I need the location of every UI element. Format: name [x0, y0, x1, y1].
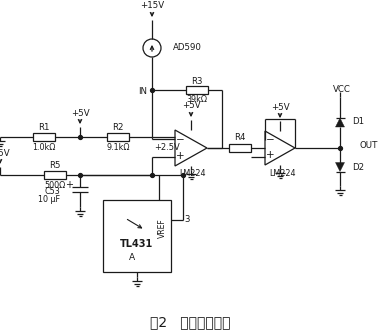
Text: R5: R5 — [49, 161, 61, 169]
Text: +: + — [176, 151, 184, 161]
Text: D2: D2 — [352, 163, 364, 171]
Bar — [103, 200, 171, 272]
Text: R3: R3 — [191, 76, 203, 86]
Text: AD590: AD590 — [173, 43, 202, 52]
Text: R1: R1 — [38, 123, 50, 132]
Text: IN: IN — [138, 87, 147, 96]
Text: +2.5V: +2.5V — [154, 143, 180, 152]
Text: +5V: +5V — [271, 103, 289, 112]
Text: TL431: TL431 — [120, 239, 154, 249]
Text: 图2   温度测量电路: 图2 温度测量电路 — [150, 315, 230, 329]
Text: +5V: +5V — [71, 109, 89, 118]
Text: LM224: LM224 — [180, 169, 206, 178]
Bar — [107, 133, 129, 141]
Bar — [229, 144, 251, 152]
Text: +: + — [266, 151, 274, 161]
Text: LM224: LM224 — [269, 168, 295, 177]
Text: 10 μF: 10 μF — [38, 195, 60, 204]
Text: −: − — [266, 136, 274, 146]
Text: +15V: +15V — [140, 1, 164, 10]
Text: 9.1kΩ: 9.1kΩ — [106, 144, 130, 153]
Text: 39kΩ: 39kΩ — [187, 96, 207, 105]
Text: OUT: OUT — [360, 142, 378, 151]
Text: +5V: +5V — [0, 149, 10, 158]
Text: VREF: VREF — [157, 218, 166, 238]
Text: 1.0kΩ: 1.0kΩ — [32, 144, 56, 153]
Text: −: − — [176, 135, 184, 145]
Text: 500Ω: 500Ω — [44, 181, 66, 190]
Text: A: A — [129, 254, 135, 263]
Text: +: + — [65, 180, 73, 190]
Bar — [186, 86, 208, 94]
Text: C53: C53 — [44, 186, 60, 195]
Text: VCC: VCC — [333, 85, 351, 94]
Text: R2: R2 — [112, 123, 124, 132]
Bar — [33, 133, 55, 141]
Bar — [44, 171, 66, 179]
Text: +5V: +5V — [182, 102, 200, 111]
Text: D1: D1 — [352, 118, 364, 127]
Text: R4: R4 — [234, 134, 246, 143]
Text: 3: 3 — [184, 215, 190, 224]
Polygon shape — [336, 163, 345, 171]
Polygon shape — [336, 118, 345, 127]
